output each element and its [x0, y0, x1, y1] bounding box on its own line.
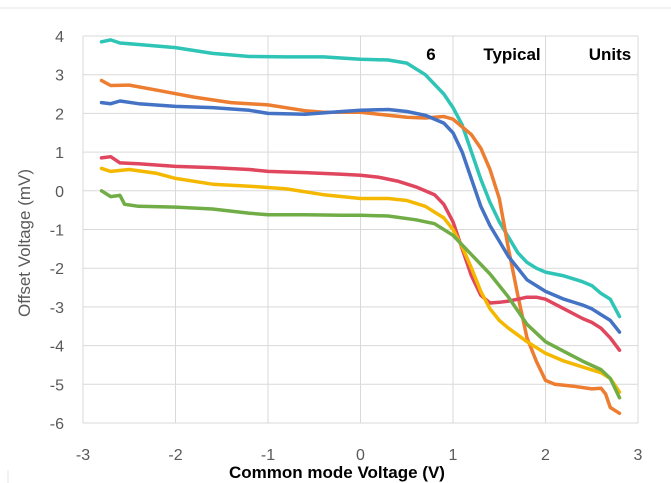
series-line-5 [99, 166, 622, 394]
annotation-word: Units [589, 45, 632, 64]
series-line-4 [99, 154, 622, 352]
data-series [99, 38, 622, 416]
y-tick-label: 0 [55, 184, 64, 201]
x-tick-label: -2 [168, 447, 182, 464]
y-tick-label: -6 [50, 416, 64, 433]
series-line-2 [99, 78, 622, 416]
y-axis-title: Offset Voltage (mV) [15, 169, 34, 317]
annotation-typical-units: 6 Typical Units [426, 45, 631, 64]
y-tick-label: -2 [50, 261, 64, 278]
y-tick-label: -3 [50, 300, 64, 317]
annotation-word: Typical [483, 45, 540, 64]
y-tick-label: 2 [55, 106, 64, 123]
y-tick-label: 3 [55, 68, 64, 85]
x-tick-label: 1 [449, 447, 458, 464]
y-tick-labels: 4 3 2 1 0 -1 -2 -3 -4 -5 -6 [50, 29, 64, 433]
y-tick-label: -1 [50, 223, 64, 240]
x-tick-label: 2 [541, 447, 550, 464]
y-tick-label: 1 [55, 145, 64, 162]
x-tick-label: -3 [76, 447, 90, 464]
x-tick-label: 3 [634, 447, 643, 464]
x-tick-label: 0 [356, 447, 365, 464]
series-line-6 [99, 189, 622, 400]
y-tick-label: 4 [55, 29, 64, 46]
series-line-3 [99, 99, 622, 334]
x-axis-title: Common mode Voltage (V) [229, 463, 445, 482]
y-tick-label: -5 [50, 377, 64, 394]
x-tick-label: -1 [261, 447, 275, 464]
x-tick-labels: -3 -2 -1 0 1 2 3 [76, 447, 643, 464]
annotation-word: 6 [426, 45, 435, 64]
y-tick-label: -4 [50, 339, 64, 356]
